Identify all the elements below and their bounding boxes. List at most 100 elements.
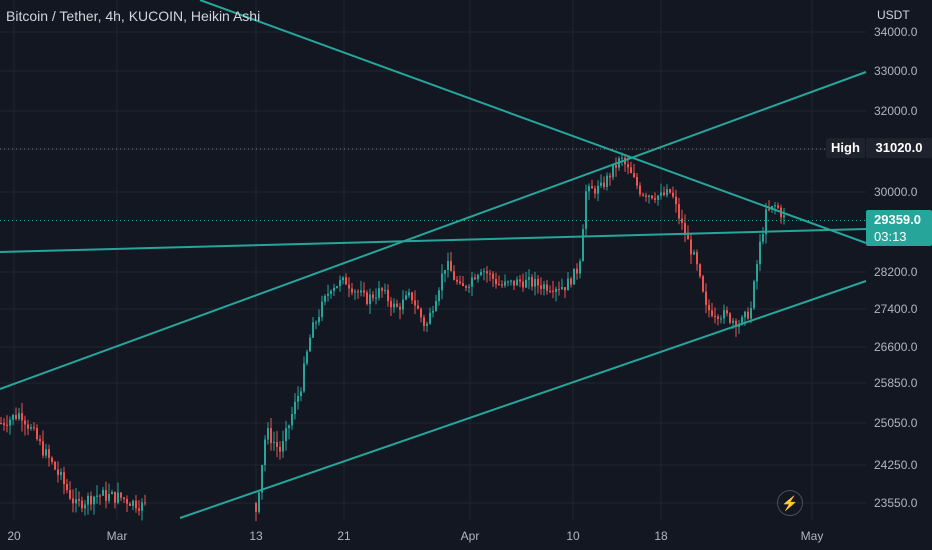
y-tick-label: 23550.0 (874, 496, 918, 510)
candle-body (537, 278, 539, 286)
candle-body (576, 268, 578, 274)
candle-body (507, 281, 509, 283)
channel-lower-line (179, 280, 867, 519)
x-axis: 20 Mar 13 21 Apr 10 18 May (7, 529, 823, 543)
candle-body (75, 499, 77, 504)
last-price-value: 29359.0 (874, 212, 921, 227)
candle-body (660, 192, 662, 196)
candle-body (405, 295, 407, 300)
y-tick-label: 25050.0 (874, 416, 918, 430)
candle-body (480, 272, 482, 276)
candle-body (645, 195, 647, 197)
candle-body (321, 301, 323, 318)
candle-body (78, 499, 80, 501)
currency-label: USDT (877, 8, 910, 22)
candle-body (783, 215, 785, 218)
y-tick-label: 28200.0 (874, 265, 918, 279)
candle-body (39, 439, 41, 442)
y-tick-label: 25850.0 (874, 376, 918, 390)
x-tick-label: 20 (7, 529, 21, 543)
candle-body (573, 268, 575, 285)
candle-body (678, 204, 680, 219)
candle-body (468, 286, 470, 288)
candle-body (330, 290, 332, 294)
candle-body (54, 461, 56, 470)
candle-body (591, 186, 593, 189)
candle-body (681, 218, 683, 223)
high-label: High (826, 138, 865, 158)
candle-body (513, 280, 515, 286)
candle-body (141, 502, 143, 511)
candle-body (501, 284, 503, 286)
candle-body (717, 316, 719, 319)
candle-body (30, 427, 32, 429)
candle-body (510, 280, 512, 282)
x-tick-label: 10 (566, 529, 580, 543)
candle-body (69, 490, 71, 499)
candle-body (390, 301, 392, 308)
candle-body (483, 271, 485, 273)
candle-body (582, 229, 584, 262)
candle-body (339, 280, 341, 287)
candle-body (555, 288, 557, 292)
candle-body (642, 194, 644, 196)
candle-body (123, 497, 125, 499)
candle-body (549, 290, 551, 292)
reference-lines (0, 148, 866, 221)
candle-body (432, 310, 434, 313)
lightning-icon[interactable]: ⚡ (777, 490, 803, 516)
candle-body (621, 157, 623, 159)
candle-body (696, 252, 698, 265)
candle-body (297, 395, 299, 402)
candle-body (543, 284, 545, 289)
y-axis: 34000.0 33000.0 32000.0 30000.0 28200.0 27400… (874, 25, 918, 510)
candle-body (435, 301, 437, 311)
candle-body (486, 271, 488, 274)
candle-body (21, 413, 23, 421)
candle-body (522, 281, 524, 288)
candle-body (525, 279, 527, 288)
candle-body (144, 502, 146, 504)
candle-body (270, 428, 272, 444)
candle-body (504, 281, 506, 286)
candle-body (24, 420, 26, 425)
candle-body (744, 311, 746, 318)
candle-body (18, 413, 20, 419)
candle-body (735, 320, 737, 328)
candle-body (285, 428, 287, 442)
y-tick-label: 27400.0 (874, 302, 918, 316)
bar-countdown: 03:13 (874, 229, 907, 244)
candle-body (540, 285, 542, 289)
candle-body (81, 500, 83, 509)
candle-body (564, 287, 566, 291)
candles (0, 152, 785, 522)
candle-body (588, 186, 590, 192)
candle-body (315, 322, 317, 324)
y-tick-label: 30000.0 (874, 185, 918, 199)
candle-body (705, 291, 707, 305)
candle-body (396, 303, 398, 307)
candle-body (615, 165, 617, 168)
candle-body (603, 182, 605, 187)
candle-body (336, 286, 338, 288)
candle-body (267, 428, 269, 440)
candle-body (273, 442, 275, 444)
candle-body (702, 276, 704, 292)
candle-body (495, 278, 497, 285)
candle-body (399, 306, 401, 310)
horizontal-support-line (0, 228, 867, 253)
candle-body (45, 449, 47, 456)
candle-body (741, 317, 743, 325)
candle-body (348, 284, 350, 289)
candle-body (774, 205, 776, 207)
candle-body (630, 167, 632, 174)
candle-body (63, 472, 65, 485)
candle-body (423, 317, 425, 326)
candle-body (687, 234, 689, 240)
candle-body (15, 414, 17, 419)
candle-body (708, 304, 710, 311)
candle-body (570, 278, 572, 285)
candle-body (93, 496, 95, 505)
candle-body (99, 495, 101, 497)
